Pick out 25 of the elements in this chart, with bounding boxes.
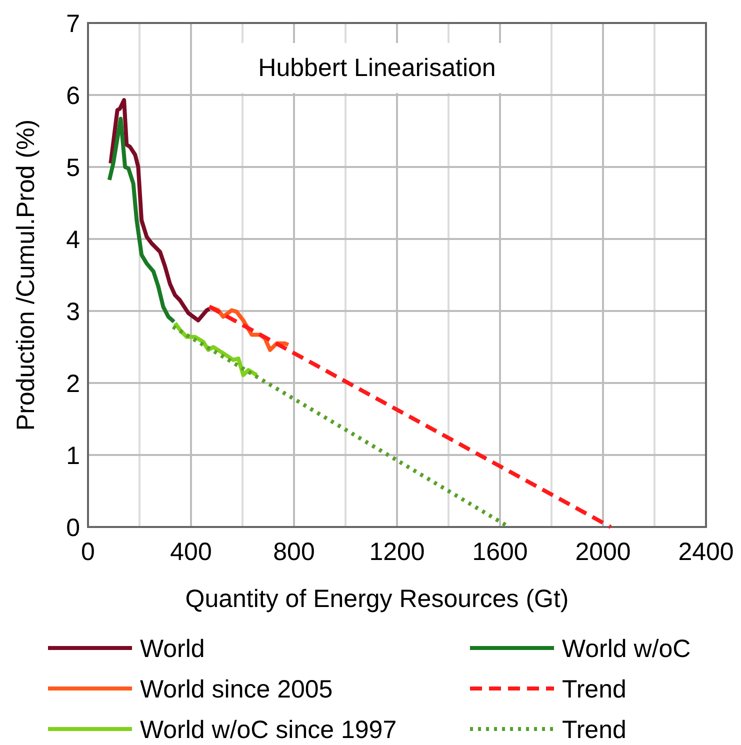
x-tick-label: 1200 <box>369 538 425 566</box>
y-tick-label: 7 <box>66 10 80 38</box>
line-series <box>107 116 176 324</box>
text: Hubbert Linearisation <box>258 54 496 82</box>
y-tick-label: 1 <box>66 442 80 470</box>
y-tick-label: 5 <box>66 154 80 182</box>
y-tick-label: 2 <box>66 370 80 398</box>
y-tick-label: 4 <box>66 226 80 254</box>
legend-label: World w/oC since 1997 <box>140 716 397 744</box>
legend-label: World since 2005 <box>140 676 333 704</box>
legend-label: World w/oC <box>562 635 691 663</box>
x-tick-label: 800 <box>273 538 315 566</box>
x-tick-label: 2400 <box>678 538 734 566</box>
x-axis-title: Quantity of Energy Resources (Gt) <box>185 585 569 613</box>
legend-label: Trend <box>562 716 626 744</box>
legend-label: Trend <box>562 676 626 704</box>
y-tick-label: 3 <box>66 298 80 326</box>
line-series <box>108 98 212 322</box>
x-tick-label: 1600 <box>472 538 528 566</box>
legend-label: World <box>140 635 205 663</box>
x-tick-label: 2000 <box>575 538 631 566</box>
y-tick-label: 0 <box>66 514 80 542</box>
y-tick-label: 6 <box>66 82 80 110</box>
x-tick-label: 400 <box>170 538 212 566</box>
y-axis-title: Production /Cumul.Prod (%) <box>12 119 40 431</box>
